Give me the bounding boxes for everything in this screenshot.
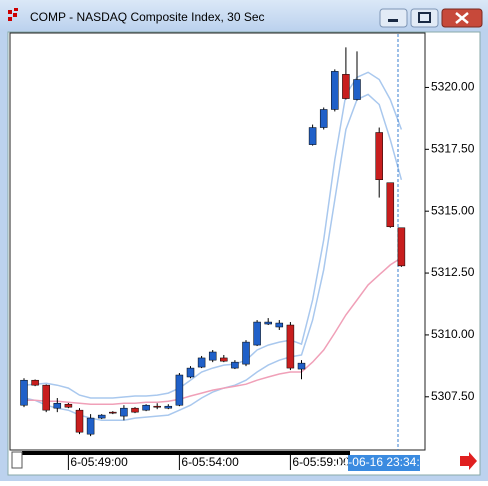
candle-body	[64, 403, 73, 408]
maximize-button[interactable]	[410, 8, 439, 28]
cursor-label: 12-06-16 23:34:00	[335, 455, 433, 469]
y-tick-label: 5315.00	[431, 203, 475, 217]
candle-body	[208, 351, 217, 361]
app-icon	[8, 8, 18, 21]
candle-body	[319, 109, 328, 128]
y-tick-label: 5307.50	[431, 389, 475, 403]
candle-body	[375, 132, 383, 181]
candle-body	[242, 341, 250, 365]
candle-body	[175, 374, 184, 406]
candle-body	[297, 362, 306, 370]
candle-body	[197, 357, 206, 368]
candle-body	[120, 407, 128, 417]
candle-body	[220, 357, 228, 362]
plot-area	[9, 32, 426, 451]
minimize-button[interactable]	[379, 8, 408, 28]
candle-body	[153, 405, 161, 408]
candle-body	[86, 417, 95, 435]
scroll-box[interactable]	[11, 451, 23, 469]
indicator-line	[23, 71, 403, 399]
candle-body	[109, 411, 117, 414]
candle-body	[186, 367, 195, 378]
candle-body	[386, 182, 395, 228]
candle-body	[253, 321, 261, 346]
y-tick-label: 5317.50	[431, 141, 475, 155]
candle-body	[275, 322, 284, 328]
candle-body	[31, 379, 39, 386]
window-title: COMP - NASDAQ Composite Index, 30 Sec	[30, 10, 265, 24]
maximize-icon	[418, 12, 431, 23]
candle-body	[342, 74, 350, 99]
candle-body	[97, 414, 106, 419]
y-tick-label: 5312.50	[431, 265, 475, 279]
candle-body	[286, 324, 295, 369]
candle-body	[308, 127, 317, 145]
time-axis-bar	[22, 451, 350, 455]
scroll-arrow[interactable]	[460, 452, 477, 470]
indicator-line	[23, 93, 403, 422]
candle-body	[42, 384, 50, 411]
cursor-label-box	[348, 455, 420, 471]
candle-body	[164, 405, 173, 409]
x-tick-label: 6-05:49:00	[70, 455, 128, 469]
x-tick-label: 6-05:54:00	[181, 455, 239, 469]
candle-body	[353, 79, 361, 100]
x-tick-label: 6-05:59:00	[292, 455, 350, 469]
candle-body	[264, 321, 272, 325]
candle-body	[331, 71, 339, 110]
candle-body	[142, 404, 150, 411]
candle-body	[131, 407, 139, 413]
close-icon	[455, 12, 469, 24]
candle-body	[231, 361, 239, 369]
y-tick-label: 5310.00	[431, 327, 475, 341]
indicator-line	[24, 257, 402, 405]
candle-body	[20, 379, 28, 406]
candle-body	[397, 227, 406, 267]
candle-body	[75, 409, 84, 433]
candle-body	[53, 402, 62, 409]
minimize-icon	[388, 19, 398, 22]
y-tick-label: 5320.00	[431, 80, 475, 94]
